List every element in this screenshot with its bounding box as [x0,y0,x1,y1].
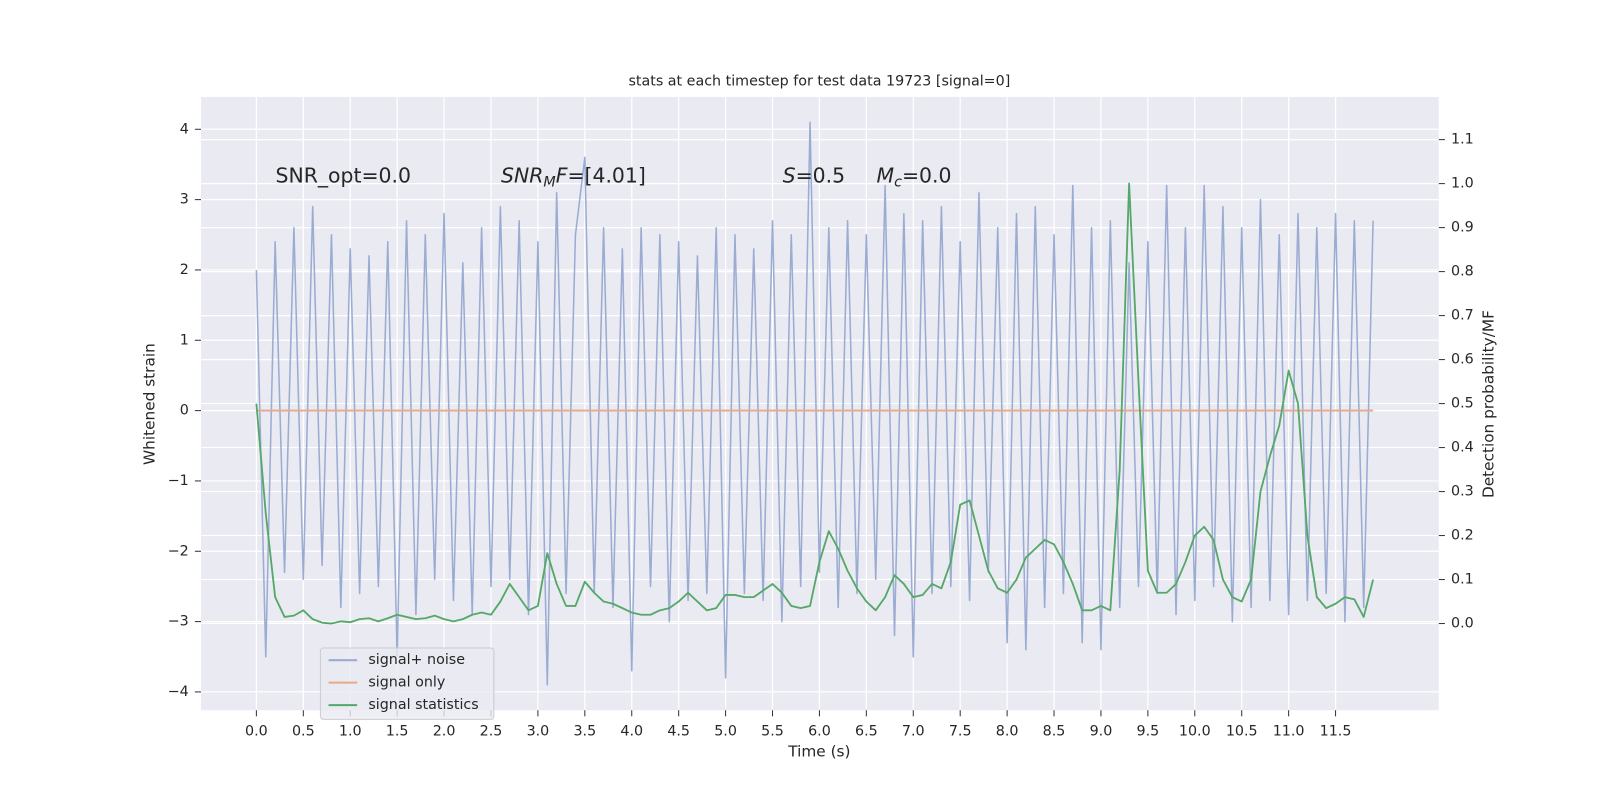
y2-tick-label: 1.0 [1451,176,1474,192]
annotation: SNR_opt=0.0 [276,164,412,189]
series-line [255,121,1374,686]
annotation-part: S [783,164,796,188]
annotations: SNR_opt=0.0 SNRMF=[4.01] S=0.5 Mc=0.0 [276,164,952,191]
y2-tick-label: 0.8 [1451,264,1474,280]
x-tick-label: 10.0 [1179,724,1211,740]
x-tick-label: 1.5 [386,724,409,740]
series-line [255,182,1374,625]
y-tick-label: −2 [168,543,189,559]
x-axis-label: Time (s) [787,743,850,761]
x-tick-label: 7.0 [902,724,925,740]
annotation-part: =0.5 [796,164,846,188]
annotation-part: SNR_opt=0.0 [276,164,412,189]
legend: signal+ noise signal only signal statistic… [319,647,495,720]
y-tick-label: −1 [168,473,189,489]
y2-tick-label: 0.3 [1451,484,1474,500]
annotation-part: M [877,164,895,188]
x-tick-label: 8.0 [996,724,1019,740]
y-tick-label: −3 [168,614,189,630]
y-tick-label: 3 [180,192,189,208]
x-tick-label: 1.0 [339,724,362,740]
lines [255,121,1374,686]
annotation-part: F [556,164,568,188]
x-tick-label: 0.0 [245,724,268,740]
x-tick-label: 11.5 [1320,724,1352,740]
legend-label: signal+ noise [368,652,465,668]
x-tick-label: 7.5 [949,724,972,740]
y2-tick-label: 0.7 [1451,308,1474,324]
x-tick-label: 10.5 [1226,724,1258,740]
y2-tick-label: 0.4 [1451,440,1474,456]
legend-label: signal only [368,675,445,691]
y2-tick-label: 0.2 [1451,528,1474,544]
x-tick-label: 2.5 [480,724,503,740]
y-tick-label: 1 [180,332,189,348]
annotation-part: c [894,175,902,191]
y-tick-label: 0 [180,403,189,419]
x-tick-label: 3.5 [573,724,596,740]
chart-title: stats at each timestep for test data 197… [628,74,1010,90]
x-tick-label: 9.0 [1090,724,1113,740]
x-tick-label: 3.0 [527,724,550,740]
x-tick-label: 6.5 [855,724,878,740]
y2-tick-label: 0.1 [1451,572,1474,588]
grid [201,96,1439,711]
x-tick-label: 11.0 [1273,724,1305,740]
x-tick-label: 5.0 [714,724,737,740]
annotation-part: =[4.01] [567,164,645,188]
annotation-part: M [543,175,555,191]
y-tick-label: 2 [180,262,189,278]
x-tick-label: 5.5 [761,724,784,740]
y-tick-label: −4 [168,684,189,700]
legend-box [319,647,495,720]
annotation: S=0.5 [783,164,845,188]
ticks: 0.0 0.5 1.0 1.5 2.0 2.5 3.0 3.5 4.0 4.5 5.0 5.5 6.0 6… [168,121,1474,739]
x-tick-label: 6.0 [808,724,831,740]
y2-tick-label: 0.6 [1451,352,1474,368]
y2-tick-label: 1.1 [1451,132,1474,148]
y2-tick-label: 0.0 [1451,616,1474,632]
y-axis-label: Whitened strain [141,343,159,465]
y2-tick-label: 0.9 [1451,220,1474,236]
x-tick-label: 4.0 [620,724,643,740]
annotation: Mc=0.0 [877,164,952,191]
x-tick-label: 9.5 [1137,724,1160,740]
annotation-part: =0.0 [902,164,952,188]
y-tick-label: 4 [180,121,189,137]
legend-label: signal statistics [368,697,478,713]
x-tick-label: 8.5 [1043,724,1066,740]
x-tick-label: 0.5 [292,724,315,740]
x-tick-label: 4.5 [667,724,690,740]
y2-axis-label: Detection probability/MF [1479,310,1497,498]
x-tick-label: 2.0 [433,724,456,740]
annotation-part: SNR [501,164,543,188]
annotation: SNRMF=[4.01] [501,164,646,191]
y2-tick-label: 0.5 [1451,396,1474,412]
